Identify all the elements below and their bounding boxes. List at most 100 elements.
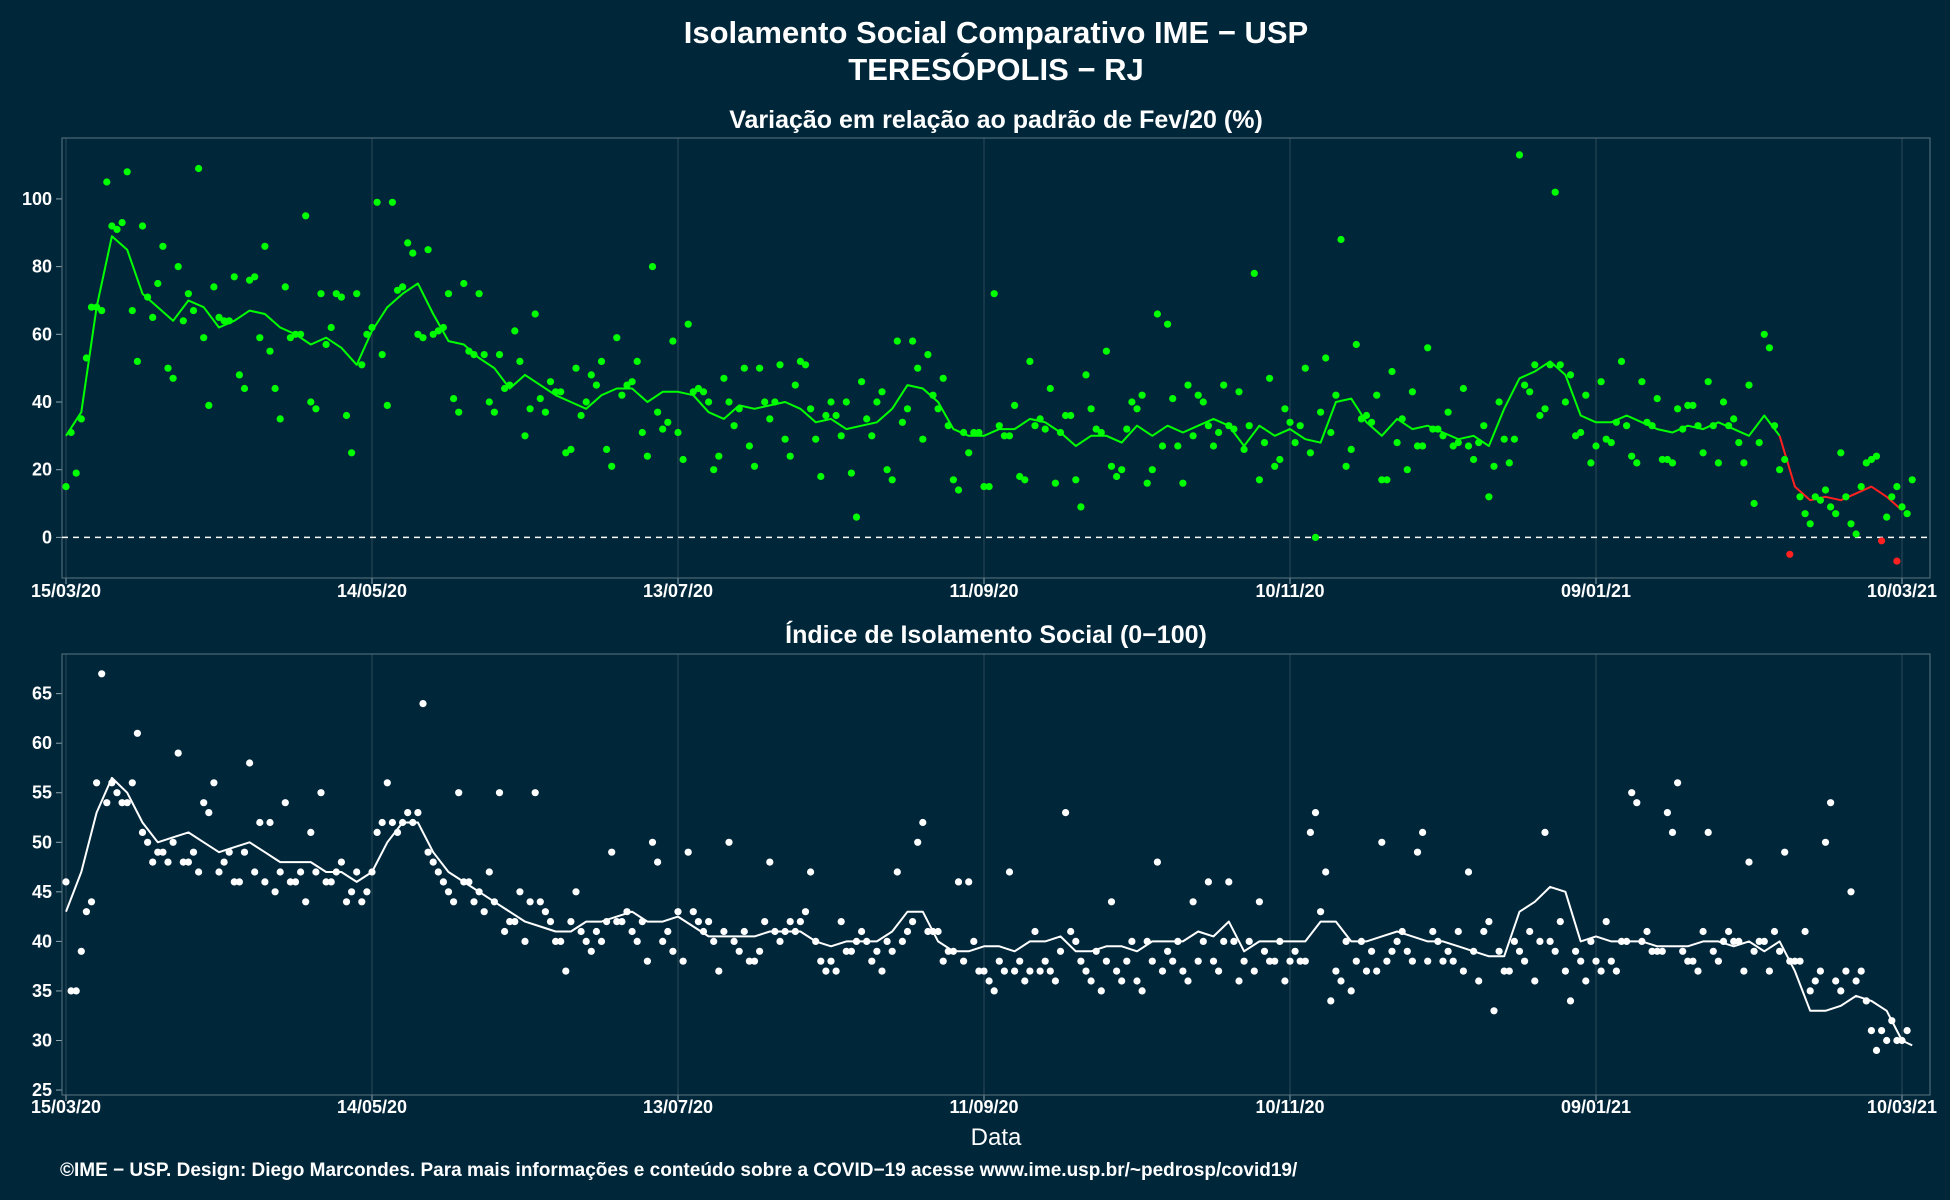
data-point [1633,799,1641,807]
data-point [62,878,70,886]
data-point [817,957,825,965]
data-point [1413,848,1422,856]
data-point [1041,425,1049,433]
data-point [1475,439,1483,447]
data-point [1337,977,1345,985]
data-point [1633,459,1641,467]
data-point [689,908,697,916]
data-point [954,878,963,886]
data-point [1582,391,1590,399]
data-point [725,398,733,406]
data-point [317,789,325,797]
data-point [791,381,799,389]
data-point [1184,381,1192,389]
data-point [735,947,743,955]
data-point [990,290,998,298]
data-point [307,398,315,406]
data-point [990,987,998,995]
data-point [669,337,677,345]
data-point [898,418,907,426]
data-point [1393,439,1401,447]
data-point [1138,391,1146,399]
data-point [827,398,835,406]
data-point [1021,476,1029,484]
data-point [378,818,386,827]
data-point [1878,537,1886,545]
data-point [388,198,396,206]
data-point [944,422,952,430]
data-point [638,428,646,437]
data-point [1230,937,1238,946]
data-point [1674,779,1682,787]
data-point [1704,378,1712,386]
data-point [434,327,442,335]
data-point [1449,957,1457,965]
data-point [1255,898,1263,906]
data-point [363,888,371,896]
data-point [1719,398,1728,406]
data-point [1653,947,1661,955]
data-point [77,947,85,955]
data-point [603,445,611,453]
data-point [1021,977,1029,985]
data-point [592,927,601,936]
data-point [1204,878,1212,886]
data-point [1311,809,1320,817]
data-point [128,779,136,787]
data-point [1286,957,1294,965]
data-point [618,918,626,926]
data-point [1679,947,1687,955]
data-point [1000,432,1009,440]
data-point [1169,395,1177,403]
data-point [1459,384,1467,393]
data-point [669,947,677,955]
data-point [424,848,432,856]
variation-panel-title: Variação em relação ao padrão de Fev/20 … [729,106,1263,134]
data-point [608,848,616,856]
data-point [240,848,249,856]
data-point [159,242,167,250]
data-point [200,799,208,807]
data-point [1337,235,1345,244]
data-point [159,848,167,856]
data-point [898,937,907,946]
data-point [1347,987,1355,995]
data-point [1796,493,1804,501]
data-point [1898,1036,1906,1045]
data-point [1510,435,1518,443]
data-point [195,868,203,876]
data-point [322,878,330,886]
data-point [1158,442,1167,450]
data-point [1419,828,1427,837]
data-point [1587,459,1595,467]
data-point [220,317,228,325]
data-point [1770,927,1779,936]
data-point [1169,957,1177,965]
data-point [1062,411,1070,420]
data-point [812,435,820,443]
data-point [1566,997,1575,1005]
data-point [1832,977,1840,985]
data-point [516,357,524,365]
data-point [1046,384,1054,393]
data-point [674,908,682,916]
data-point [1082,967,1090,975]
data-point [256,818,264,827]
variation-panel: Variação em relação ao padrão de Fev/20 … [22,106,1937,601]
data-point [1133,405,1141,413]
data-point [419,700,427,708]
data-point [720,374,728,382]
data-point [893,868,901,876]
data-point [169,838,177,846]
data-point [1837,987,1845,995]
data-point [1281,977,1289,985]
data-point [251,868,259,876]
index-panel-title: Índice de Isolamento Social (0−100) [785,620,1207,649]
data-point [745,957,754,965]
data-point [1281,405,1289,413]
data-point [1016,472,1024,481]
data-point [597,937,606,946]
data-point [251,273,259,281]
data-point [174,263,182,271]
data-point [1352,340,1360,349]
